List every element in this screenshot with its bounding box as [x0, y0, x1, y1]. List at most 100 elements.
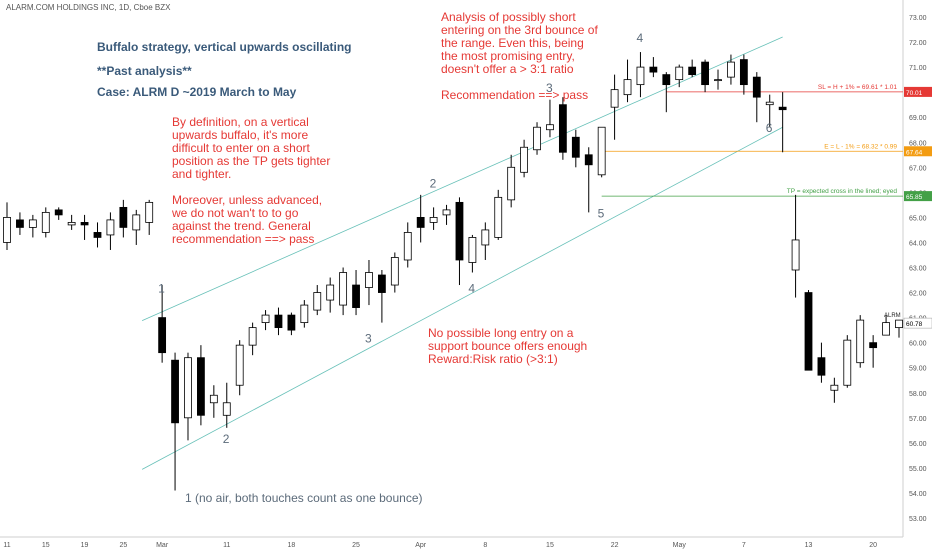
- candle-body: [222, 402, 231, 416]
- x-tick-label: 25: [119, 542, 127, 549]
- y-tick-label: 64.00: [909, 240, 927, 247]
- y-tick-label: 68.00: [909, 140, 927, 147]
- candle-body: [546, 124, 554, 131]
- short-entry-note: By definition, on a vertical upwards buf…: [172, 115, 331, 246]
- candle-body: [80, 222, 89, 226]
- bounce-label: 2: [223, 432, 230, 446]
- x-tick-label: 25: [352, 542, 360, 549]
- candle-body: [597, 126, 606, 176]
- level-price-label: 67.64: [906, 149, 923, 156]
- candle-body: [869, 342, 878, 349]
- level-name: SL = H + 1% = 69.61 * 1.01: [818, 84, 897, 91]
- x-tick-label: May: [673, 542, 687, 549]
- candle-body: [41, 211, 50, 233]
- x-tick-label: 19: [81, 542, 89, 549]
- candle-body: [352, 284, 360, 308]
- candle-body: [558, 104, 567, 153]
- candle-body: [209, 394, 218, 404]
- x-tick-label: 13: [805, 542, 813, 549]
- channel-lower-line: [141, 126, 783, 470]
- bounce-label: 5: [598, 206, 605, 220]
- candle-body: [507, 166, 516, 201]
- candle-body: [533, 126, 541, 151]
- candle-body: [93, 232, 102, 238]
- candle-body: [339, 272, 348, 306]
- strategy-title: Buffalo strategy, vertical upwards oscil…: [97, 40, 352, 54]
- candle-body: [727, 61, 735, 78]
- y-tick-label: 53.00: [909, 516, 927, 523]
- candle-body: [67, 222, 76, 226]
- level-price-tag: [904, 86, 932, 97]
- bounce-label: 3: [546, 81, 553, 95]
- bounce-label: 6: [766, 121, 773, 135]
- candle-body: [197, 357, 205, 416]
- candle-body: [636, 66, 645, 86]
- level-price-tag: [904, 146, 932, 157]
- y-tick-label: 67.00: [909, 165, 927, 172]
- candle-body: [752, 76, 761, 98]
- candle-body: [856, 319, 865, 364]
- candle-body: [662, 74, 671, 86]
- y-tick-label: 54.00: [909, 491, 927, 498]
- y-tick-label: 56.00: [909, 441, 927, 448]
- level-name: E = L - 1% = 68.32 * 0.99: [824, 143, 897, 150]
- candle-body: [28, 219, 37, 228]
- last-price-symbol: ALRM: [884, 313, 901, 319]
- candle-body: [882, 322, 890, 336]
- candle-body: [274, 314, 283, 329]
- candle-body: [739, 59, 748, 86]
- x-tick-label: 22: [611, 542, 619, 549]
- candle-body: [119, 206, 128, 228]
- y-tick-label: 59.00: [909, 366, 927, 373]
- x-tick-label: 18: [288, 542, 296, 549]
- analysis-note: Analysis of possibly short entering on t…: [441, 10, 598, 102]
- candle-body: [571, 136, 580, 158]
- y-tick-label: 60.00: [909, 341, 927, 348]
- y-tick-label: 65.00: [909, 215, 927, 222]
- candle-body: [54, 209, 63, 216]
- candle-body: [830, 384, 839, 391]
- last-price-tag: [903, 317, 932, 329]
- candle-body: [701, 61, 709, 86]
- candle-body: [791, 239, 800, 271]
- y-tick-label: 57.00: [909, 416, 927, 423]
- candle-body: [248, 327, 257, 346]
- y-tick-label: 69.00: [909, 115, 927, 122]
- candle-body: [623, 79, 632, 96]
- long-entry-note: No possible long entry on a support boun…: [428, 326, 588, 366]
- level-price-label: 70.01: [906, 90, 923, 97]
- candle-body: [416, 216, 425, 228]
- x-tick-label: 20: [869, 542, 877, 549]
- candle-body: [765, 101, 774, 106]
- y-tick-label: 58.00: [909, 391, 927, 398]
- candle-body: [300, 304, 309, 324]
- candle-body: [287, 314, 296, 331]
- case-label: Case: ALRM D ~2019 March to May: [97, 85, 297, 99]
- candle-body: [145, 201, 154, 223]
- candle-body: [235, 344, 244, 386]
- candle-body: [326, 284, 335, 301]
- candle-body: [584, 154, 593, 166]
- candle-body: [843, 339, 852, 386]
- past-analysis-label: **Past analysis**: [97, 64, 192, 78]
- candle-body: [817, 357, 826, 376]
- candle-body: [390, 257, 399, 286]
- bounce-label: 4: [636, 31, 643, 45]
- candle-body: [520, 146, 529, 173]
- candle-body: [610, 89, 619, 108]
- candle-body: [675, 66, 684, 81]
- level-price-tag: [904, 191, 932, 202]
- candle-body: [494, 196, 503, 238]
- x-tick-label: 11: [223, 542, 230, 549]
- candle-body: [261, 314, 270, 324]
- level-name: TP = expected cross in the lined; eyed: [787, 188, 898, 195]
- candle-body: [3, 216, 11, 243]
- last-price-label: 60.78: [906, 321, 923, 328]
- candle-body: [468, 237, 477, 263]
- y-tick-label: 63.00: [909, 266, 927, 273]
- candle-body: [365, 272, 373, 288]
- y-tick-label: 55.00: [909, 466, 927, 473]
- level-price-label: 65.85: [906, 194, 923, 201]
- x-tick-label: 15: [546, 542, 554, 549]
